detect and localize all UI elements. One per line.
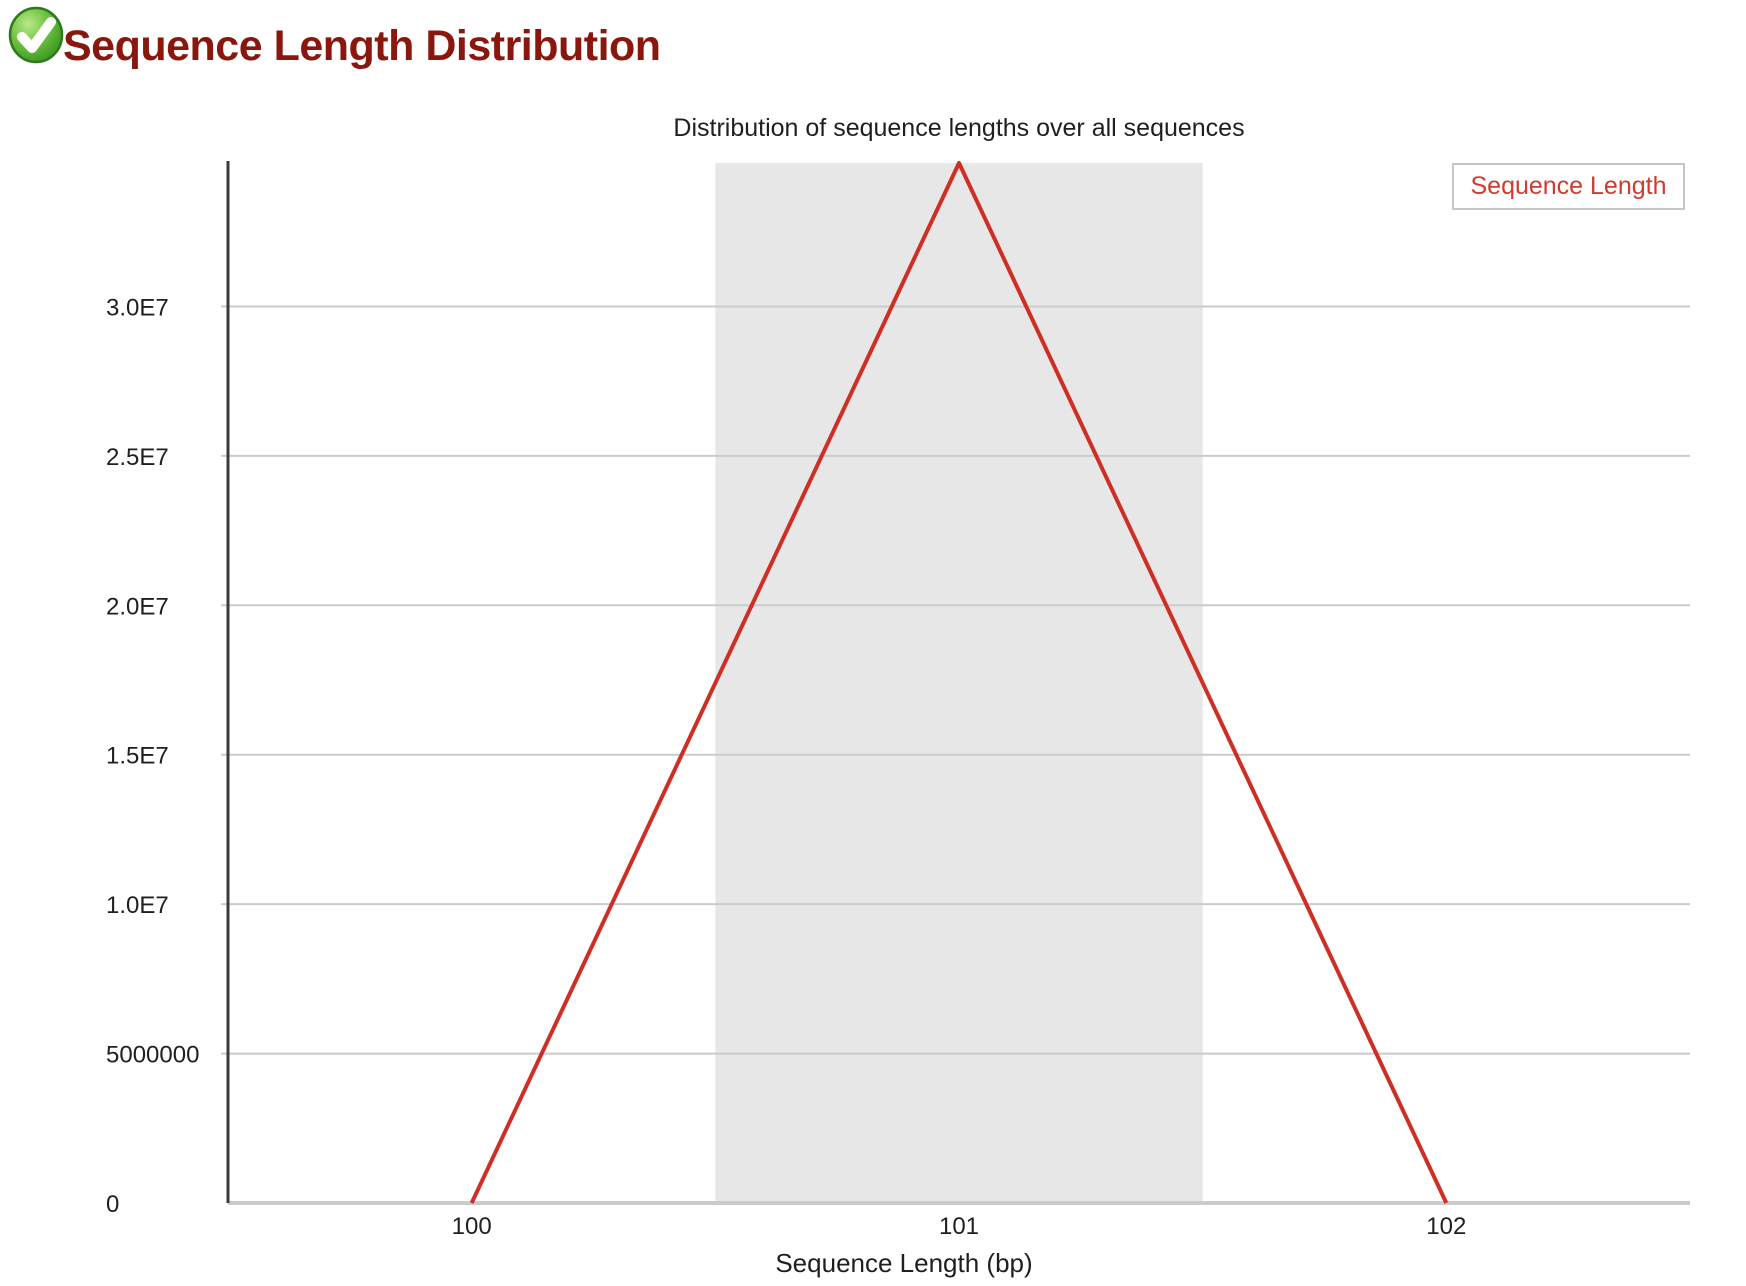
y-tick-label: 1.5E7 [106,743,169,770]
x-tick-label: 101 [939,1213,979,1240]
y-tick-label: 3.0E7 [106,294,169,321]
y-tick-label: 2.5E7 [106,444,169,471]
y-tick-label: 0 [106,1191,119,1218]
checkmark-glyph [17,17,56,53]
page-title: Sequence Length Distribution [63,22,661,70]
y-tick-label: 5000000 [106,1042,199,1069]
y-tick-label: 2.0E7 [106,593,169,620]
legend-box: Sequence Length [1452,163,1685,210]
y-tick-label: 1.0E7 [106,892,169,919]
x-tick-label: 100 [452,1213,492,1240]
legend-label: Sequence Length [1470,172,1667,200]
chart-title: Distribution of sequence lengths over al… [673,114,1245,142]
x-axis-label: Sequence Length (bp) [775,1248,1033,1278]
series-line-sequence-length [469,161,1449,1204]
highlight-band [715,163,1203,1203]
pass-status-icon [8,6,64,64]
x-tick-label: 102 [1426,1213,1466,1240]
